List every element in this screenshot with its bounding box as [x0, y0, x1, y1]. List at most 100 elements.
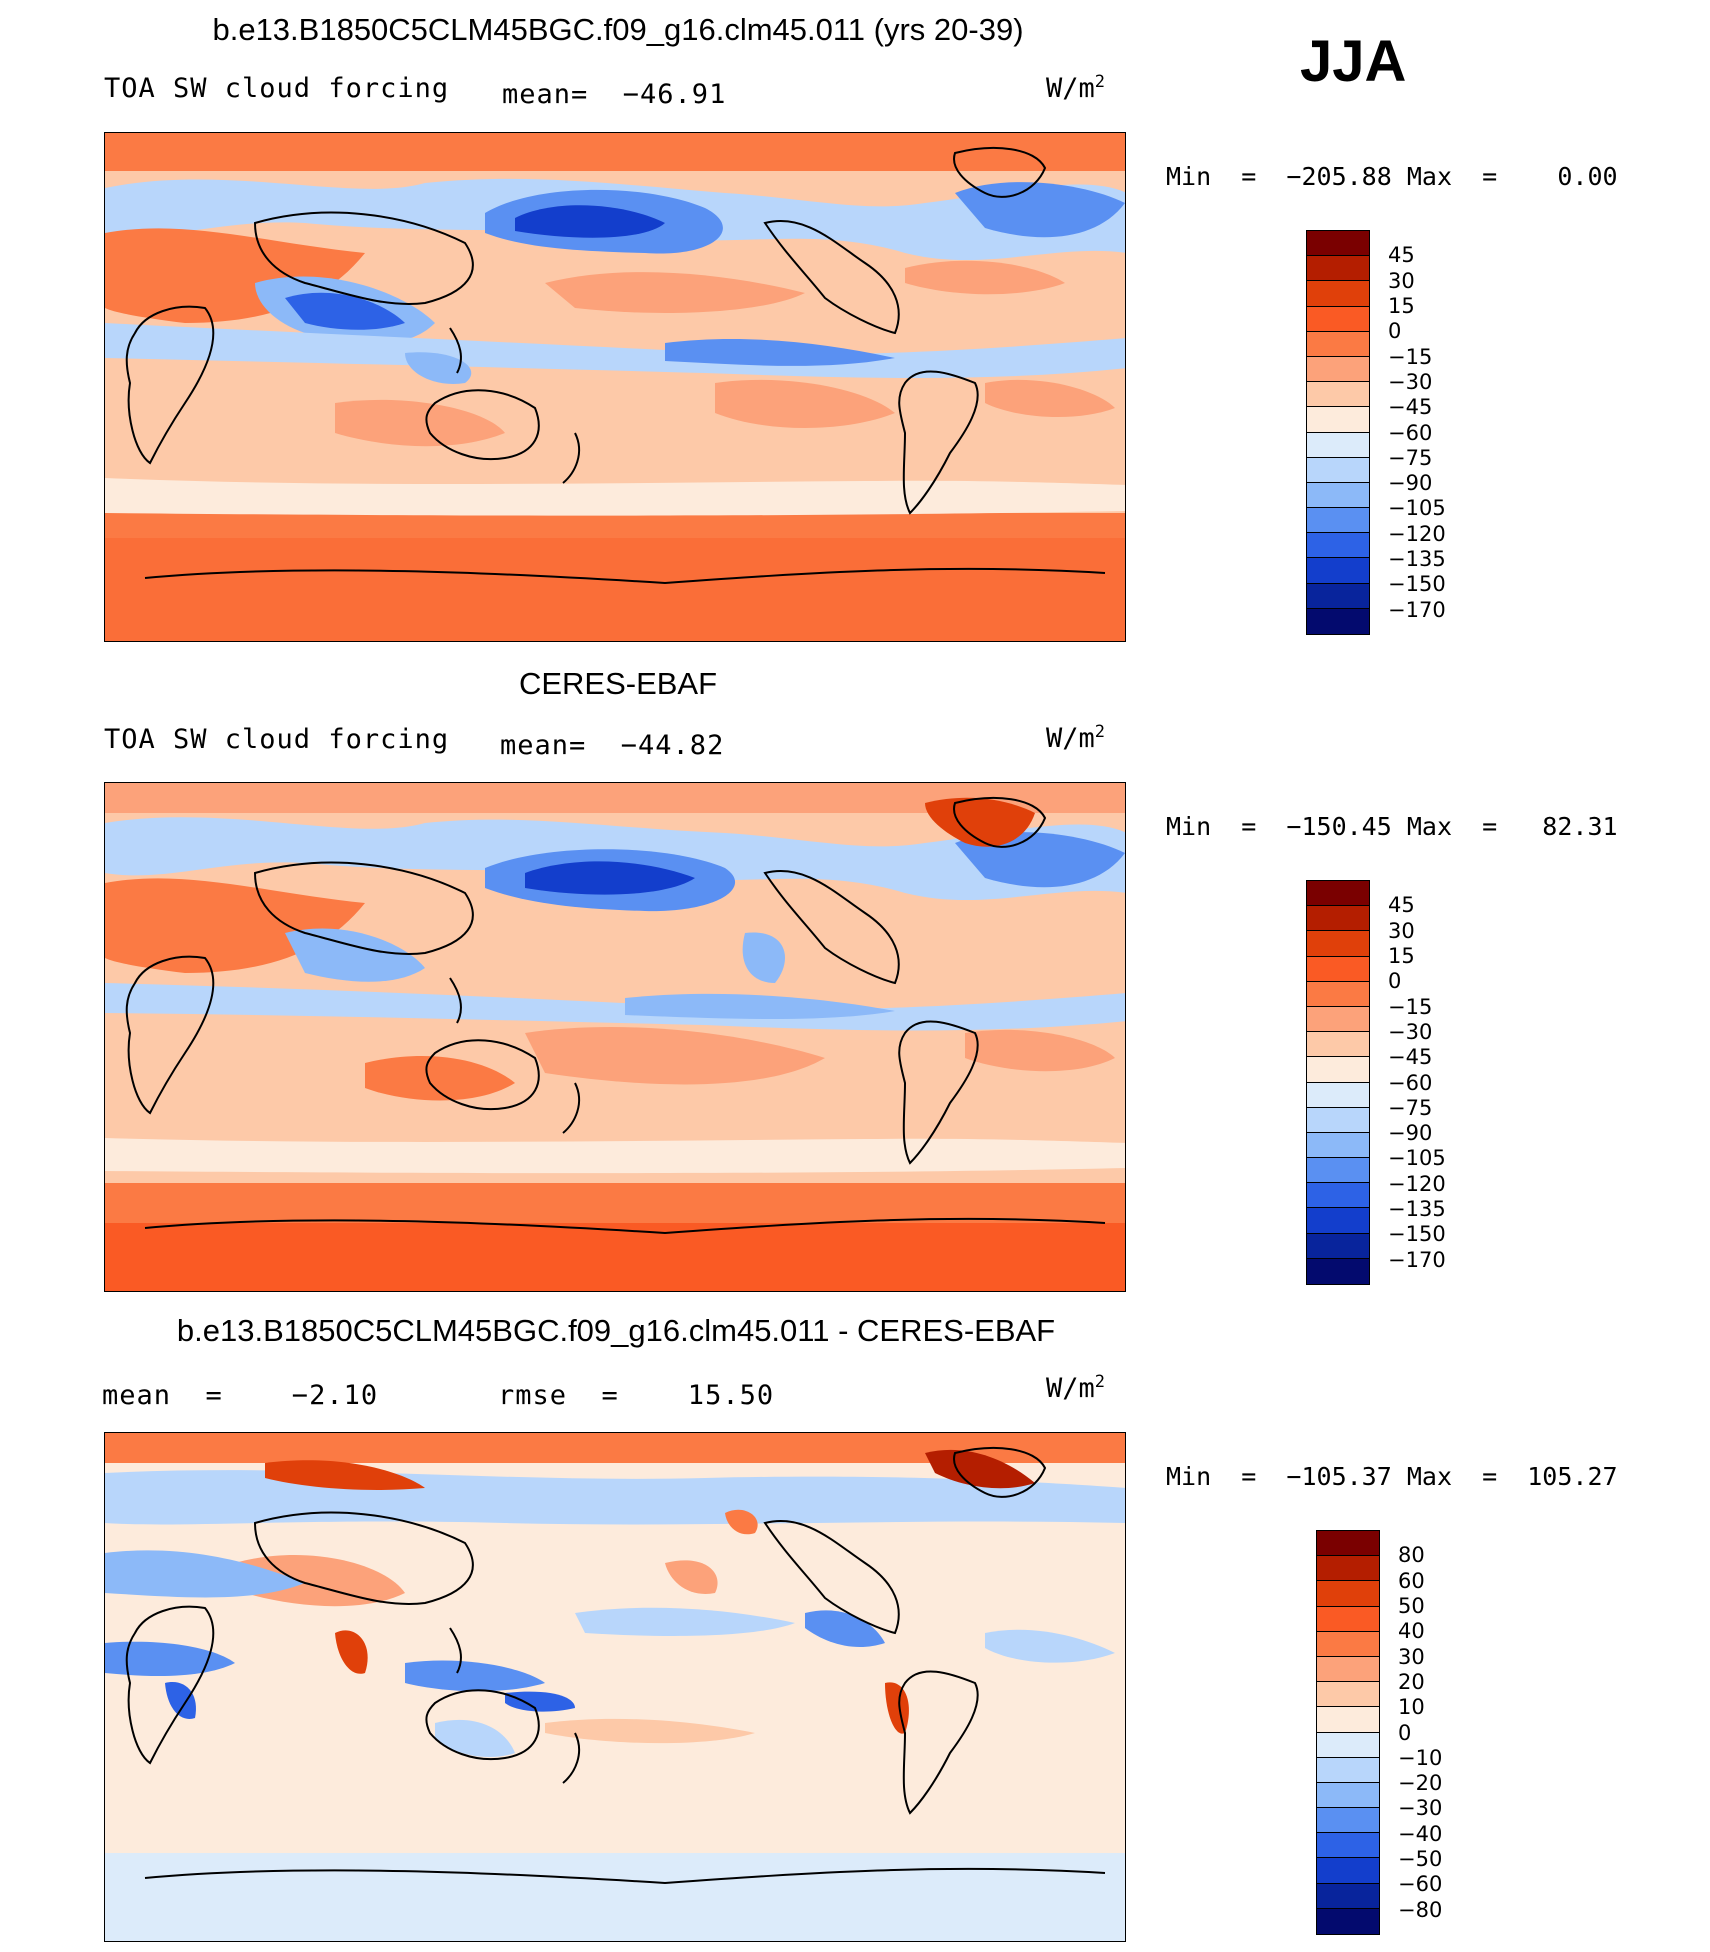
colorbar-level-label: 45 [1388, 893, 1415, 918]
colorbar-swatch [1317, 1883, 1379, 1909]
colorbar-swatch [1307, 1107, 1369, 1133]
colorbar-level-label: −105 [1388, 496, 1446, 521]
colorbar-swatch [1307, 356, 1369, 383]
colorbar-swatch [1317, 1858, 1379, 1884]
colorbar-level-label: −40 [1398, 1821, 1443, 1846]
panel2-units: W/m2 [1046, 722, 1106, 754]
colorbar-level-label: −150 [1388, 572, 1446, 597]
colorbar-swatch [1307, 231, 1369, 257]
colorbar-level-label: −90 [1388, 471, 1433, 496]
colorbar-level-label: −30 [1388, 1019, 1433, 1044]
colorbar-swatch [1307, 956, 1369, 982]
colorbar-level-label: −105 [1388, 1146, 1446, 1171]
colorbar-swatch [1317, 1682, 1379, 1708]
colorbar-level-label: 45 [1388, 243, 1415, 268]
colorbar-swatch [1307, 482, 1369, 509]
colorbar-level-label: −120 [1388, 521, 1446, 546]
colorbar-level-label: 0 [1388, 319, 1402, 344]
panel3-minmax: Min = −105.37 Max = 105.27 [1166, 1462, 1618, 1491]
colorbar-swatch [1307, 1132, 1369, 1159]
colorbar-swatch [1307, 533, 1369, 559]
colorbar-level-label: 10 [1398, 1695, 1425, 1720]
colorbar-level-label: −45 [1388, 1045, 1433, 1070]
colorbar-swatch [1307, 1208, 1369, 1234]
panel1-units: W/m2 [1046, 72, 1106, 104]
colorbar-level-label: −120 [1388, 1171, 1446, 1196]
panel2-variable-label: TOA SW cloud forcing [104, 724, 450, 755]
panel2-title: CERES-EBAF [518, 666, 718, 701]
colorbar-level-label: −50 [1398, 1847, 1443, 1872]
colorbar-swatch [1317, 1556, 1379, 1582]
colorbar-swatch [1307, 306, 1369, 332]
panel3-map [104, 1432, 1126, 1942]
colorbar-level-label: 30 [1398, 1644, 1425, 1669]
colorbar-swatch [1307, 931, 1369, 957]
panel2-colorbar [1306, 880, 1370, 1285]
colorbar-level-label: −30 [1388, 369, 1433, 394]
season-label: JJA [1300, 29, 1407, 94]
colorbar-level-label: −135 [1388, 547, 1446, 572]
colorbar-swatch [1307, 331, 1369, 357]
panel1-colorbar [1306, 230, 1370, 635]
colorbar-swatch [1317, 1656, 1379, 1683]
colorbar-swatch [1317, 1732, 1379, 1758]
colorbar-level-label: 15 [1388, 943, 1415, 968]
panel3-colorbar [1316, 1530, 1380, 1935]
colorbar-level-label: 50 [1398, 1593, 1425, 1618]
colorbar-swatch [1307, 508, 1369, 534]
colorbar-level-label: −170 [1388, 597, 1446, 622]
colorbar-swatch [1317, 1808, 1379, 1834]
colorbar-level-label: 30 [1388, 918, 1415, 943]
colorbar-swatch [1307, 407, 1369, 433]
colorbar-swatch [1307, 1233, 1369, 1259]
colorbar-swatch [1317, 1531, 1379, 1557]
panel1-variable-label: TOA SW cloud forcing [104, 73, 450, 104]
colorbar-level-label: 20 [1398, 1669, 1425, 1694]
colorbar-level-label: 15 [1388, 293, 1415, 318]
colorbar-swatch [1307, 1057, 1369, 1083]
colorbar-swatch [1307, 558, 1369, 584]
colorbar-swatch [1307, 432, 1369, 458]
colorbar-swatch [1317, 1581, 1379, 1607]
colorbar-swatch [1317, 1606, 1379, 1632]
colorbar-level-label: −135 [1388, 1197, 1446, 1222]
colorbar-level-label: −10 [1398, 1745, 1443, 1770]
colorbar-level-label: −60 [1388, 1070, 1433, 1095]
panel1-map [104, 132, 1126, 642]
panel3-units: W/m2 [1046, 1372, 1106, 1404]
colorbar-swatch [1307, 457, 1369, 483]
colorbar-level-label: −150 [1388, 1222, 1446, 1247]
colorbar-level-label: 60 [1398, 1568, 1425, 1593]
panel2-mean-label: mean= −44.82 [500, 730, 725, 761]
colorbar-swatch [1317, 1782, 1379, 1809]
colorbar-swatch [1307, 1082, 1369, 1108]
colorbar-swatch [1307, 583, 1369, 609]
colorbar-swatch [1307, 906, 1369, 932]
panel3-rmse-label: rmse = 15.50 [498, 1380, 775, 1411]
colorbar-level-label: −75 [1388, 1095, 1433, 1120]
panel3-title: b.e13.B1850C5CLM45BGC.f09_g16.clm45.011 … [176, 1313, 1056, 1348]
colorbar-level-label: −75 [1388, 445, 1433, 470]
colorbar-level-label: 0 [1388, 969, 1402, 994]
colorbar-swatch [1317, 1707, 1379, 1733]
colorbar-swatch [1317, 1631, 1379, 1657]
colorbar-swatch [1307, 281, 1369, 307]
panel1-colorbar-labels: 45 30 15 0 −15 −30 −45 −60 −75 −90 −105 −120 −135 −15… [1388, 230, 1468, 635]
colorbar-swatch [1307, 1258, 1369, 1284]
colorbar-level-label: −60 [1388, 420, 1433, 445]
colorbar-swatch [1307, 1006, 1369, 1033]
colorbar-level-label: −15 [1388, 994, 1433, 1019]
panel1-title: b.e13.B1850C5CLM45BGC.f09_g16.clm45.011 … [212, 12, 1024, 47]
colorbar-swatch [1307, 981, 1369, 1007]
colorbar-level-label: −60 [1398, 1872, 1443, 1897]
panel2-colorbar-labels: 45 30 15 0 −15 −30 −45 −60 −75 −90 −105 −120 −135 −15… [1388, 880, 1468, 1285]
panel3-colorbar-labels: 80 60 50 40 30 20 10 0 −10 −20 −30 −40 −50 −60 −80 [1398, 1530, 1478, 1935]
colorbar-level-label: 30 [1388, 268, 1415, 293]
panel3-mean-label: mean = −2.10 [102, 1380, 379, 1411]
colorbar-level-label: −20 [1398, 1771, 1443, 1796]
colorbar-level-label: −45 [1388, 395, 1433, 420]
colorbar-swatch [1307, 1158, 1369, 1184]
colorbar-level-label: 40 [1398, 1619, 1425, 1644]
colorbar-level-label: −90 [1388, 1121, 1433, 1146]
colorbar-swatch [1307, 382, 1369, 408]
